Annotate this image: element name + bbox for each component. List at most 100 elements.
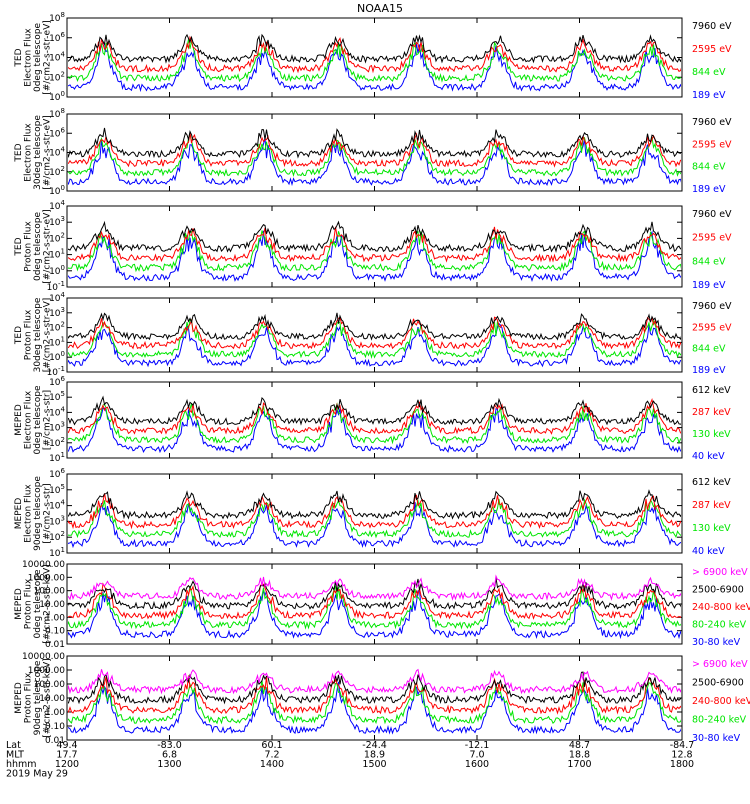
series-trace	[68, 395, 681, 426]
y-tick-label: 103	[49, 514, 65, 527]
legend-entry: 287 keV	[692, 407, 731, 418]
y-tick-label: 100	[49, 90, 65, 103]
legend-entry: 40 keV	[692, 451, 725, 462]
series-trace	[68, 502, 681, 549]
series-trace	[68, 585, 681, 630]
footer-value: 49.4	[56, 740, 77, 751]
y-tick-label: 101	[49, 248, 65, 261]
footer-row-label: MLT	[6, 750, 24, 761]
series-trace	[68, 493, 681, 530]
legend-entry: 612 keV	[692, 477, 731, 488]
footer-value: 18.9	[364, 750, 385, 761]
footer-value: 1700	[567, 759, 591, 770]
legend-entry: 844 eV	[692, 344, 726, 355]
legend-entry: 80-240 keV	[692, 620, 747, 631]
y-tick-label: 10.00	[39, 694, 65, 704]
y-tick-label: 102	[49, 165, 65, 178]
footer-value: 6.8	[162, 750, 177, 761]
y-axis-label: MEPEDElectron Flux90deg telescope[#/cm2-…	[14, 476, 53, 551]
legend-entry: 240-800 keV	[692, 602, 750, 613]
panel-7: 0.01 0.10 1.00 10.00 100.00 1000.00 10000.00ME…	[14, 560, 750, 650]
chart-title: NOAA15	[357, 2, 403, 15]
y-tick-label: 104	[49, 199, 65, 212]
footer-value: -83.0	[157, 740, 182, 751]
series-trace	[68, 226, 681, 263]
legend-entry: 130 keV	[692, 523, 731, 534]
y-tick-label: 102	[49, 436, 65, 449]
footer-date: 2019 May 29	[6, 769, 68, 780]
footer-row-label: hhmm	[6, 759, 37, 770]
footer-value: 12.8	[671, 750, 692, 761]
y-tick-label: 106	[49, 467, 65, 480]
legend-entry: 30-80 keV	[692, 733, 741, 744]
y-tick-label: 101	[49, 546, 65, 559]
series-trace	[68, 39, 681, 83]
y-tick-label: 105	[49, 390, 65, 403]
y-tick-label: 10000.00	[22, 652, 65, 662]
legend-entry: 2500-6900	[692, 585, 744, 596]
traces	[68, 395, 681, 454]
legend-entry: 130 keV	[692, 429, 731, 440]
series-trace	[68, 589, 681, 640]
series-trace	[68, 316, 681, 350]
legend-entry: 287 keV	[692, 500, 731, 511]
footer-value: 60.1	[261, 740, 282, 751]
legend-entry: 2595 eV	[692, 139, 732, 150]
y-tick-label: 103	[49, 421, 65, 434]
y-tick-label: 104	[49, 291, 65, 304]
legend-entry: 2595 eV	[692, 44, 732, 55]
legend-entry: 2595 eV	[692, 233, 732, 244]
y-axis-label: TEDProton Flux0deg telescope[#/cm2-s-str…	[14, 209, 53, 284]
footer-value: 18.8	[569, 750, 590, 761]
y-tick-label: 10-1	[47, 365, 65, 378]
y-tick-label: 105	[49, 483, 65, 496]
y-tick-label: 10000.00	[22, 560, 65, 570]
footer-value: 17.7	[56, 750, 77, 761]
y-tick-label: 0.01	[45, 640, 65, 650]
y-tick-label: 0.01	[45, 736, 65, 746]
traces	[68, 489, 681, 549]
series-trace	[68, 407, 681, 454]
series-trace	[68, 220, 681, 253]
legend-entry: > 6900 keV	[692, 659, 748, 670]
y-axis-label: TEDElectron Flux30deg telescope[#/cm2-s-…	[14, 115, 53, 190]
series-trace	[68, 138, 681, 187]
y-tick-label: 103	[49, 215, 65, 228]
legend-entry: 80-240 keV	[692, 715, 747, 726]
footer-value: 1800	[670, 759, 694, 770]
series-trace	[68, 312, 681, 341]
y-tick-label: 101	[49, 451, 65, 464]
series-trace	[68, 582, 681, 621]
legend-entry: 30-80 keV	[692, 637, 741, 648]
y-tick-label: 102	[49, 231, 65, 244]
legend-entry: 612 keV	[692, 385, 731, 396]
legend-entry: 2500-6900	[692, 678, 744, 689]
legend-entry: 189 eV	[692, 184, 726, 195]
y-tick-label: 1000.00	[28, 666, 65, 676]
series-trace	[68, 127, 681, 159]
series-trace	[68, 681, 681, 735]
y-tick-label: 106	[49, 31, 65, 44]
footer-value: -24.4	[362, 740, 387, 751]
y-tick-label: 100.00	[34, 587, 66, 597]
y-tick-label: 102	[49, 321, 65, 334]
series-trace	[68, 574, 681, 601]
footer-value: 1300	[157, 759, 181, 770]
legend-entry: 844 eV	[692, 67, 726, 78]
series-trace	[68, 498, 681, 539]
legend-entry: 240-800 keV	[692, 696, 750, 707]
y-tick-label: 10.00	[39, 600, 65, 610]
legend-entry: 189 eV	[692, 365, 726, 376]
legend-entry: 7960 eV	[692, 301, 732, 312]
y-tick-label: 106	[49, 375, 65, 388]
traces	[68, 668, 681, 735]
series-trace	[68, 489, 681, 520]
legend-entry: 7960 eV	[692, 209, 732, 220]
traces	[68, 312, 681, 368]
